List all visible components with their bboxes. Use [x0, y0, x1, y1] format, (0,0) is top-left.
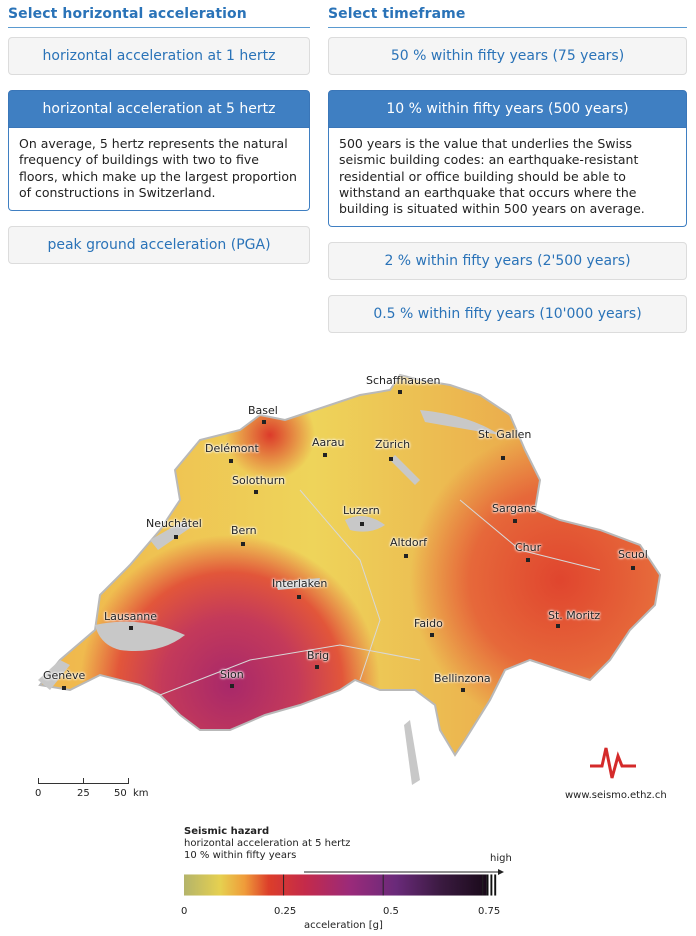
city-label-basel: Basel	[248, 404, 278, 417]
city-label-aarau: Aarau	[312, 436, 345, 449]
brig-dot	[315, 665, 319, 669]
altdorf-dot	[404, 554, 408, 558]
geneve-dot	[62, 686, 66, 690]
acceleration-section-title: Select horizontal acceleration	[8, 0, 310, 28]
city-label-bern: Bern	[231, 524, 257, 537]
option-500-years-description: 500 years is the value that underlies th…	[328, 128, 687, 228]
city-label-sion: Sion	[220, 668, 244, 681]
bern-dot	[241, 542, 245, 546]
schaffhausen-dot	[398, 390, 402, 394]
scale-tick	[38, 778, 39, 784]
legend-acceleration-type: horizontal acceleration at 5 hertz	[184, 838, 351, 849]
option-1-hertz[interactable]: horizontal acceleration at 1 hertz	[8, 37, 310, 75]
city-label-geneve: Genève	[43, 669, 86, 682]
scale-label-0: 0	[35, 788, 42, 799]
aarau-dot	[323, 453, 327, 457]
option-10000-years[interactable]: 0.5 % within fifty years (10'000 years)	[328, 295, 687, 334]
city-label-interlaken: Interlaken	[272, 577, 328, 590]
sargans-dot	[513, 519, 517, 523]
city-label-sargans: Sargans	[492, 502, 537, 515]
city-label-solothurn: Solothurn	[232, 474, 286, 487]
option-pga[interactable]: peak ground acceleration (PGA)	[8, 226, 310, 265]
faido-dot	[430, 633, 434, 637]
st-moritz-dot	[556, 624, 560, 628]
sion-dot	[230, 684, 234, 688]
basel-dot	[262, 420, 266, 424]
legend-axis-label: acceleration [g]	[304, 920, 383, 931]
timeframe-panel: Select timeframe 50 % within fifty years…	[328, 0, 687, 348]
legend-high-label: high	[490, 853, 512, 864]
legend-timeframe: 10 % within fifty years	[184, 850, 297, 861]
scale-label-50: 50	[114, 788, 127, 799]
city-label-delemont: Delémont	[205, 442, 259, 455]
delemont-dot	[229, 459, 233, 463]
scale-label-unit: km	[133, 788, 149, 799]
seismograph-logo-icon	[590, 747, 636, 779]
timeframe-section-title: Select timeframe	[328, 0, 687, 28]
scale-tick	[128, 778, 129, 784]
lausanne-dot	[129, 626, 133, 630]
city-label-neuchatel: Neuchâtel	[146, 517, 202, 530]
legend-color-scale	[184, 874, 497, 896]
map-scale-bar: 0 25 50 km	[35, 776, 149, 800]
city-label-chur: Chur	[515, 541, 542, 554]
legend-tick-025: 0.25	[274, 906, 297, 917]
hazard-legend: Seismic hazard horizontal acceleration a…	[181, 826, 514, 931]
option-2500-years[interactable]: 2 % within fifty years (2'500 years)	[328, 242, 687, 281]
city-label-faido: Faido	[414, 617, 443, 630]
scale-tick	[83, 778, 84, 784]
city-label-luzern: Luzern	[343, 504, 380, 517]
city-label-zurich: Zürich	[375, 438, 411, 451]
legend-arrow	[304, 869, 504, 875]
st-gallen-dot	[501, 456, 505, 460]
solothurn-dot	[254, 490, 258, 494]
city-label-scuol: Scuol	[618, 548, 648, 561]
legend-tick-05: 0.5	[383, 906, 399, 917]
city-label-schaffhausen: Schaffhausen	[366, 374, 441, 387]
legend-tick-0: 0	[181, 906, 188, 917]
city-label-st-moritz: St. Moritz	[548, 609, 601, 622]
acceleration-panel: Select horizontal acceleration horizonta…	[8, 0, 310, 279]
legend-tick-075: 0.75	[478, 906, 501, 917]
city-label-altdorf: Altdorf	[390, 536, 428, 549]
option-500-years[interactable]: 10 % within fifty years (500 years)	[328, 90, 687, 128]
scuol-dot	[631, 566, 635, 570]
scale-label-25: 25	[77, 788, 90, 799]
city-label-brig: Brig	[307, 649, 330, 662]
interlaken-dot	[297, 595, 301, 599]
option-75-years[interactable]: 50 % within fifty years (75 years)	[328, 37, 687, 75]
chur-dot	[526, 558, 530, 562]
switzerland-map-graphic	[38, 373, 662, 785]
option-5-hertz-description: On average, 5 hertz represents the natur…	[8, 128, 310, 212]
city-label-bellinzona: Bellinzona	[434, 672, 491, 685]
option-5-hertz[interactable]: horizontal acceleration at 5 hertz	[8, 90, 310, 128]
neuchatel-dot	[174, 535, 178, 539]
city-label-lausanne: Lausanne	[104, 610, 158, 623]
luzern-dot	[360, 522, 364, 526]
zurich-dot	[389, 457, 393, 461]
city-label-st-gallen: St. Gallen	[478, 428, 532, 441]
website-label: www.seismo.ethz.ch	[565, 790, 667, 801]
seismic-hazard-map: Schaffhausen Basel Aarau Zürich St. Gall…	[0, 360, 696, 800]
legend-title: Seismic hazard	[184, 826, 270, 837]
bellinzona-dot	[461, 688, 465, 692]
